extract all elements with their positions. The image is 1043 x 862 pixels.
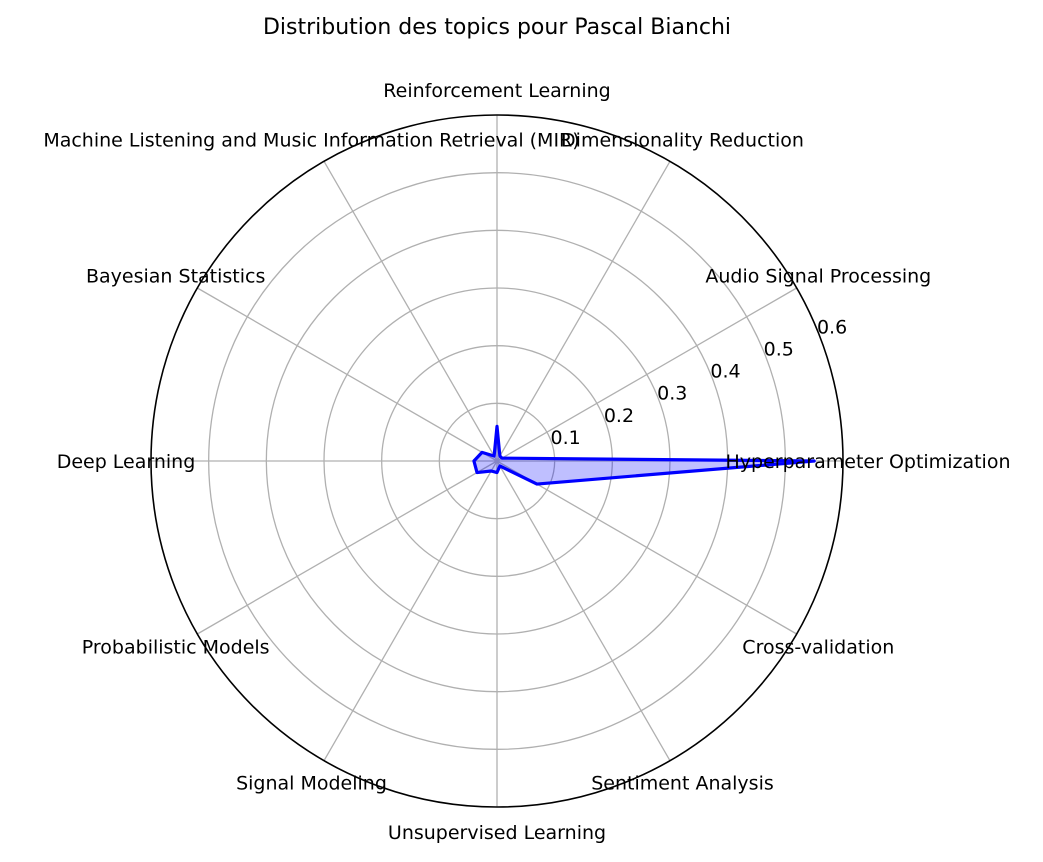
grid-spoke xyxy=(197,287,498,462)
category-label: Machine Listening and Music Information … xyxy=(43,130,579,152)
label-layer: 0.1 0.2 0.3 0.4 0.5 0.6 Hyperparameter Optimiz… xyxy=(43,80,1010,844)
radial-tick-label: 0.4 xyxy=(710,361,740,383)
chart-title: Distribution des topics pour Pascal Bian… xyxy=(263,15,731,40)
radial-tick-label: 0.2 xyxy=(604,405,634,427)
category-label: Hyperparameter Optimization xyxy=(726,451,1011,473)
category-label: Unsupervised Learning xyxy=(388,822,606,844)
grid-spoke xyxy=(496,460,671,761)
series-line xyxy=(472,424,816,486)
category-label: Signal Modeling xyxy=(236,772,387,794)
category-label: Audio Signal Processing xyxy=(705,266,931,288)
grid-spoke xyxy=(323,161,498,462)
radial-tick-label: 0.1 xyxy=(551,427,581,449)
category-label: Sentiment Analysis xyxy=(591,772,774,794)
category-label: Reinforcement Learning xyxy=(383,80,610,102)
category-label: Bayesian Statistics xyxy=(86,266,265,288)
grid-spoke xyxy=(496,161,671,462)
category-label: Dimensionality Reduction xyxy=(561,130,804,152)
category-label: Deep Learning xyxy=(57,451,196,473)
series-area xyxy=(473,426,815,485)
radial-tick-label: 0.5 xyxy=(764,339,794,361)
radial-tick-label: 0.6 xyxy=(817,317,847,339)
grid-spoke xyxy=(323,460,498,761)
polar-frame xyxy=(150,114,844,808)
radial-tick-label: 0.3 xyxy=(657,383,687,405)
data-layer xyxy=(472,424,816,486)
grid-spoke xyxy=(197,460,498,635)
category-label: Probabilistic Models xyxy=(82,637,270,659)
grid-spoke xyxy=(496,287,797,462)
grid-spoke xyxy=(496,460,797,635)
category-label: Cross-validation xyxy=(742,637,894,659)
